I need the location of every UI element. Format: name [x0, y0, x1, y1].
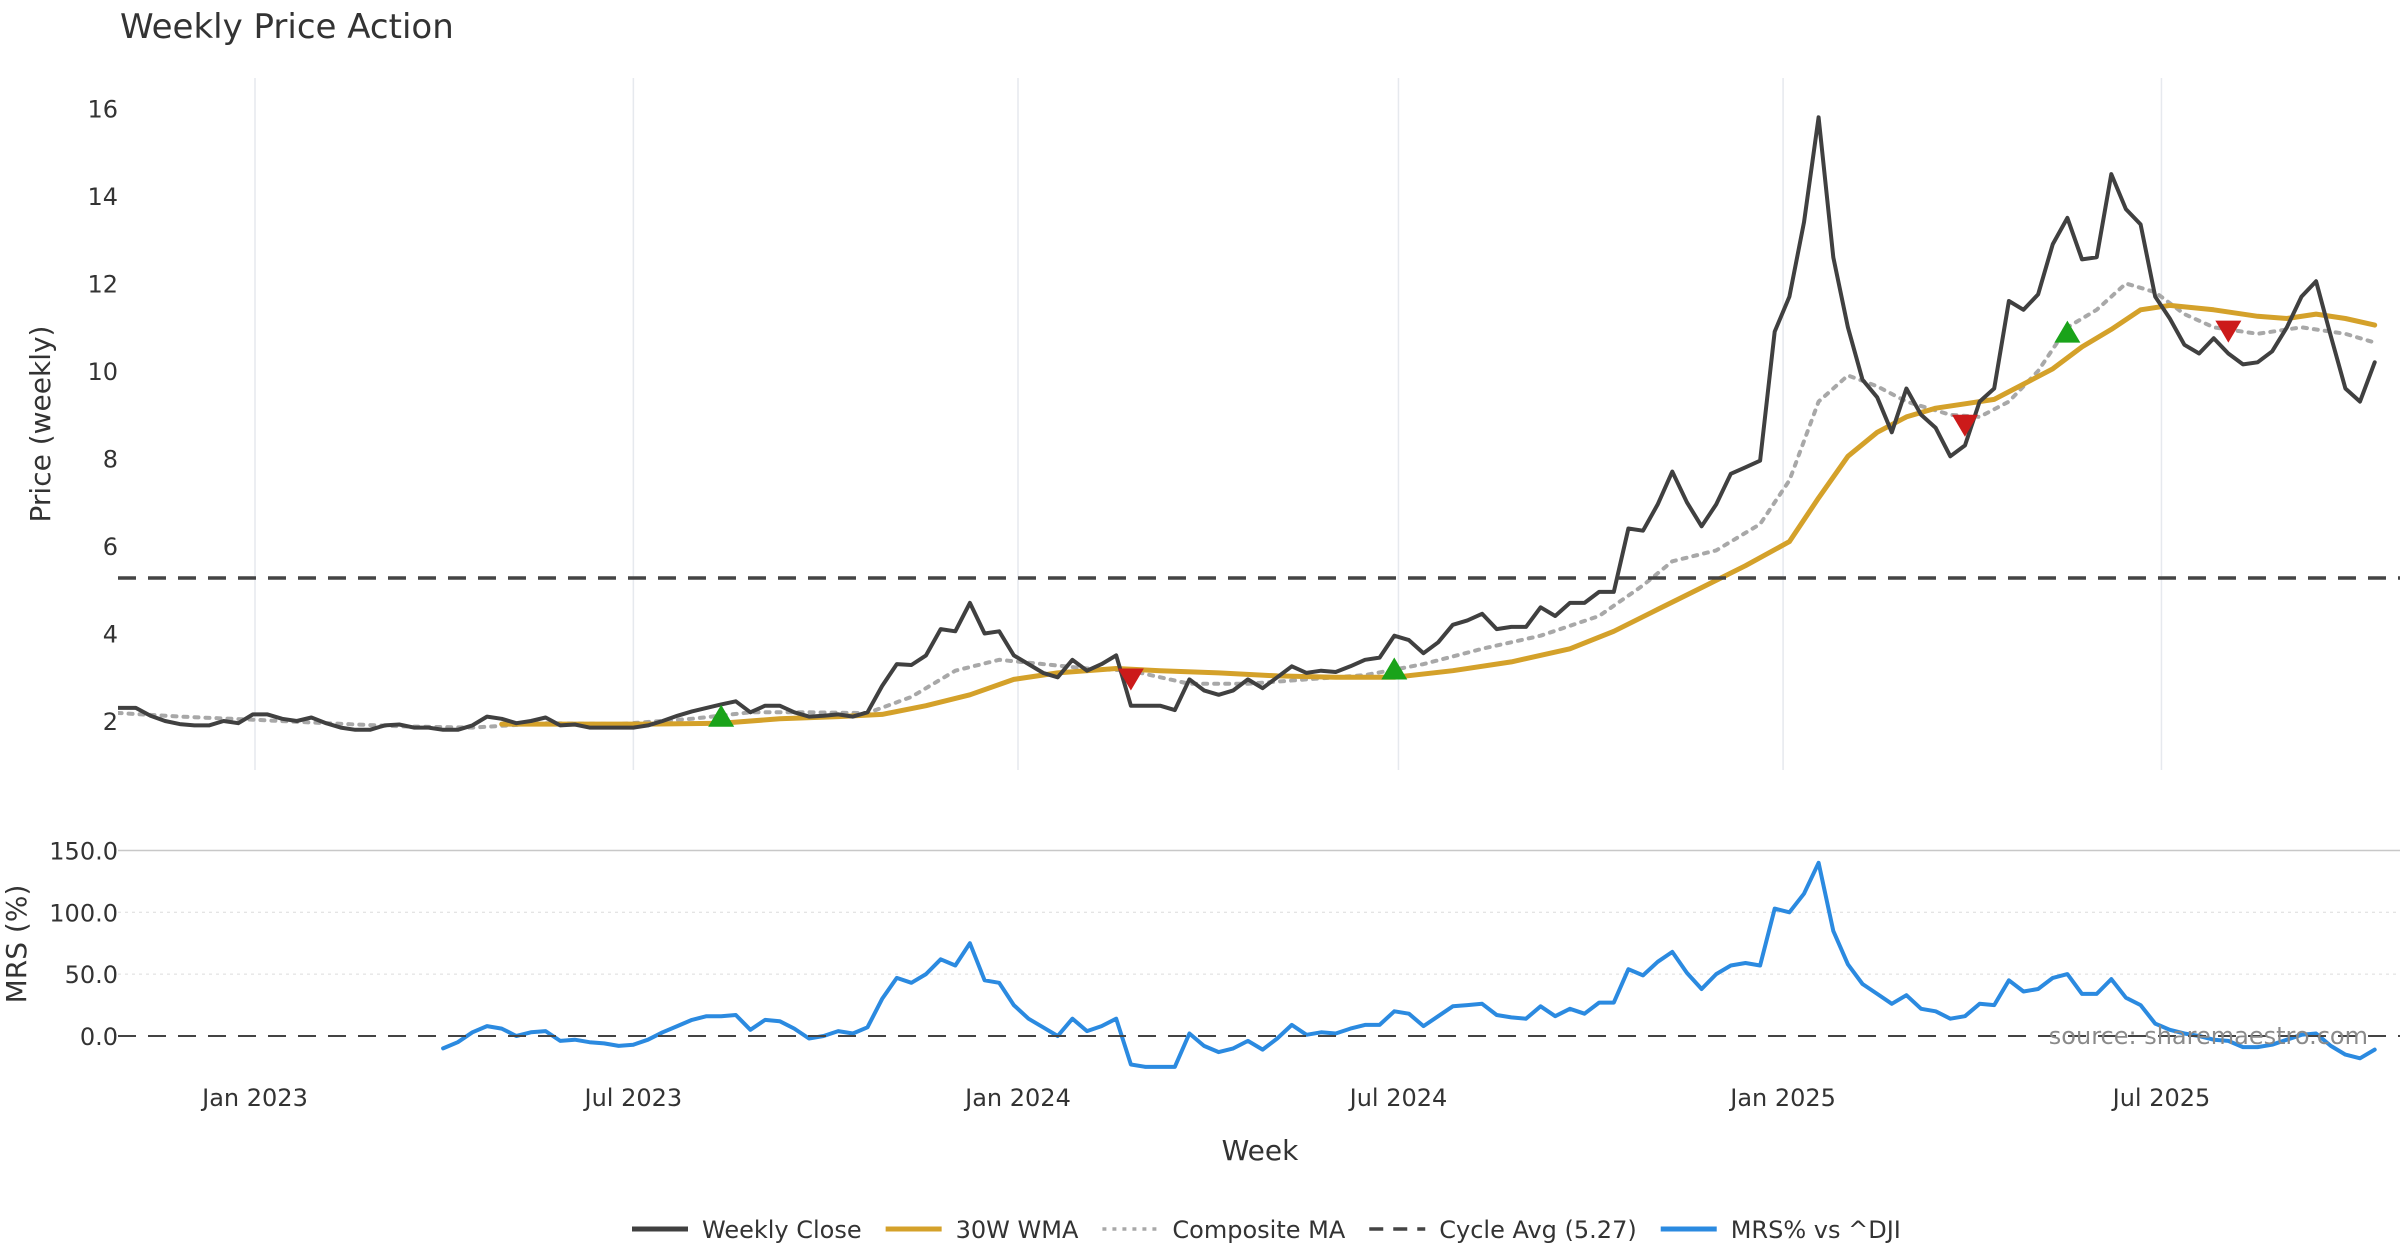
legend-item-mrs-vs-dji: MRS% vs ^DJI — [1660, 1216, 1901, 1244]
buy-signal-marker — [2054, 320, 2081, 343]
price-y-tick-16: 16 — [87, 96, 118, 124]
x-tick-jul-2023: Jul 2023 — [583, 1084, 683, 1112]
mrs-y-tick-50-0: 50.0 — [65, 961, 118, 989]
series-30w-wma-line — [499, 302, 2378, 727]
legend-item-composite-ma: Composite MA — [1102, 1216, 1346, 1244]
legend-label-30w-wma: 30W WMA — [956, 1216, 1079, 1244]
mrs-y-tick-150-0: 150.0 — [49, 837, 118, 865]
sell-signal-marker — [2215, 320, 2242, 343]
legend-label-weekly-close: Weekly Close — [702, 1216, 862, 1244]
price-y-tick-6: 6 — [103, 533, 118, 561]
x-tick-jul-2025: Jul 2025 — [2111, 1084, 2211, 1112]
series-composite-ma-line — [118, 281, 2377, 730]
price-y-tick-10: 10 — [87, 358, 118, 386]
buy-signal-marker — [1381, 657, 1408, 680]
x-axis: Jan 2023 Jul 2023 Jan 2024 Jul 2024 Jan 2025… — [200, 1084, 2210, 1112]
mrs-series-layer — [118, 860, 2400, 1069]
mrs-y-tick-100-0: 100.0 — [49, 899, 118, 927]
mrs-y-tick-0-0: 0.0 — [80, 1023, 118, 1051]
signal-markers — [708, 320, 2242, 727]
chart-title: Weekly Price Action — [120, 7, 454, 47]
sell-signal-marker — [1951, 414, 1978, 437]
mrs-y-axis-title: MRS (%) — [0, 885, 33, 1004]
legend-item-cycle-avg-5-27: Cycle Avg (5.27) — [1369, 1216, 1637, 1244]
mrs-y-axis: 0.0 50.0 100.0 150.0 — [49, 837, 118, 1051]
legend-item-30w-wma: 30W WMA — [885, 1216, 1079, 1244]
chart-legend: Weekly Close 30W WMA Composite MA Cycle Avg… — [632, 1216, 1901, 1244]
series-mrs-vs-dji-line — [441, 860, 2377, 1069]
x-tick-jan-2024: Jan 2024 — [963, 1084, 1071, 1112]
x-tick-jan-2025: Jan 2025 — [1728, 1084, 1836, 1112]
price-grid — [254, 78, 2163, 770]
price-y-axis: 2 4 6 8 10 12 14 16 — [87, 96, 118, 737]
legend-item-weekly-close: Weekly Close — [632, 1216, 862, 1244]
x-tick-jul-2024: Jul 2024 — [1348, 1084, 1448, 1112]
source-annotation: source: sharemaestro.com — [2049, 1022, 2368, 1050]
price-y-tick-8: 8 — [103, 446, 118, 474]
buy-signal-marker — [708, 704, 735, 727]
legend-label-cycle-avg-5-27: Cycle Avg (5.27) — [1439, 1216, 1636, 1244]
price-y-tick-2: 2 — [103, 708, 118, 736]
price-series-layer — [118, 115, 2400, 732]
price-y-tick-14: 14 — [87, 183, 118, 211]
price-y-tick-12: 12 — [87, 271, 118, 299]
x-axis-title: Week — [1222, 1134, 1299, 1167]
x-tick-jan-2023: Jan 2023 — [200, 1084, 308, 1112]
mrs-grid — [118, 849, 2400, 975]
price-y-axis-title: Price (weekly) — [24, 326, 57, 523]
legend-label-composite-ma: Composite MA — [1172, 1216, 1345, 1244]
sell-signal-marker — [1117, 668, 1144, 691]
series-weekly-close-line — [118, 115, 2377, 732]
price-y-tick-4: 4 — [103, 621, 118, 649]
legend-label-mrs-vs-dji: MRS% vs ^DJI — [1731, 1216, 1901, 1244]
